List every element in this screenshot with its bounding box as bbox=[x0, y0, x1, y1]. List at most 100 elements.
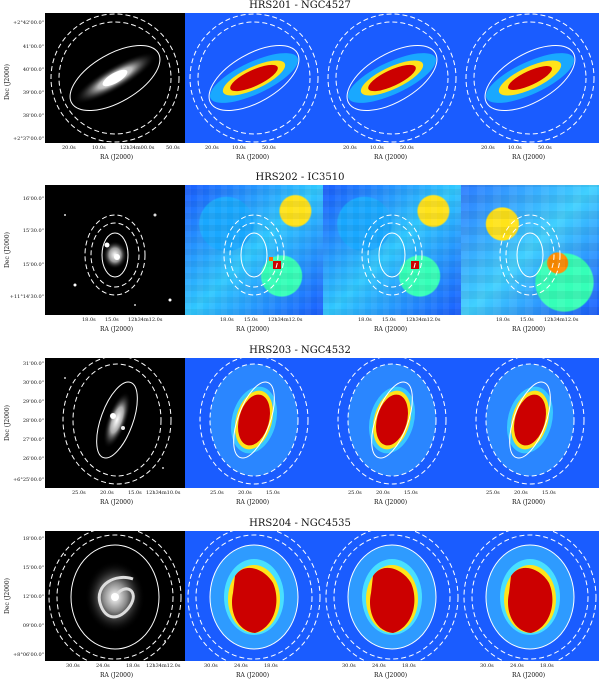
optical-image-panel bbox=[45, 531, 185, 661]
ra-tick: 20.0s bbox=[514, 490, 528, 496]
ir-map-panel bbox=[185, 185, 323, 315]
dec-tick: 15'30.0" bbox=[22, 228, 44, 234]
ra-axis-label: RA (J2000) bbox=[236, 154, 270, 161]
ra-axis-label: RA (J2000) bbox=[236, 672, 270, 679]
ra-tick: 18.0s bbox=[402, 663, 416, 669]
ir-map-panel bbox=[461, 13, 599, 143]
ra-tick: 12h34m12.0s bbox=[268, 317, 303, 323]
ir-map-panel bbox=[461, 531, 599, 661]
row-title: HRS202 - IC3510 bbox=[255, 172, 345, 183]
figure-row-2: HRS202 - IC3510 Dec (J2000) 16'00.0" 15'… bbox=[0, 172, 600, 340]
ra-tick: 50.0s bbox=[400, 145, 414, 151]
ra-tick: 12h34m12.0s bbox=[406, 317, 441, 323]
ra-tick: 50.0s bbox=[262, 145, 276, 151]
ra-tick: 30.0s bbox=[342, 663, 356, 669]
dec-tick: 40'00.0" bbox=[22, 67, 44, 73]
ra-axis-label: RA (J2000) bbox=[512, 154, 546, 161]
dec-tick: 41'00.0" bbox=[22, 44, 44, 50]
ra-tick: 12h34m12.0s bbox=[544, 317, 579, 323]
ra-tick: 50.0s bbox=[538, 145, 552, 151]
dec-tick: 18'00.0" bbox=[22, 536, 44, 542]
ir-map-panel bbox=[185, 531, 323, 661]
ra-axis-label: RA (J2000) bbox=[100, 326, 134, 333]
optical-image-panel bbox=[45, 185, 185, 315]
ra-axis-label: RA (J2000) bbox=[512, 672, 546, 679]
ra-tick: 10.0s bbox=[92, 145, 106, 151]
ra-tick: 15.0s bbox=[404, 490, 418, 496]
ra-tick: 24.0s bbox=[96, 663, 110, 669]
dec-tick: 16'00.0" bbox=[22, 196, 44, 202]
ra-tick: 25.0s bbox=[210, 490, 224, 496]
ra-tick: 18.0s bbox=[264, 663, 278, 669]
ra-tick: 18.0s bbox=[496, 317, 510, 323]
ra-tick: 12h34m12.0s bbox=[146, 663, 181, 669]
ra-tick: 20.0s bbox=[100, 490, 114, 496]
ra-tick: 24.0s bbox=[510, 663, 524, 669]
ra-axis-label: RA (J2000) bbox=[374, 154, 408, 161]
dec-tick: 15'00.0" bbox=[22, 565, 44, 571]
ra-tick: 18.0s bbox=[82, 317, 96, 323]
ra-tick: 12h34m00.0s bbox=[120, 145, 155, 151]
figure-row-1: HRS201 - NGC4527 Dec (J2000) +2°42'00.0"… bbox=[0, 0, 600, 168]
ra-tick: 20.0s bbox=[376, 490, 390, 496]
ir-map-panel bbox=[185, 358, 323, 488]
ra-tick: 20.0s bbox=[205, 145, 219, 151]
ra-axis-label: RA (J2000) bbox=[236, 499, 270, 506]
ra-tick: 20.0s bbox=[62, 145, 76, 151]
ra-tick: 15.0s bbox=[266, 490, 280, 496]
ra-tick: 10.0s bbox=[232, 145, 246, 151]
ra-tick: 10.0s bbox=[508, 145, 522, 151]
ra-tick: 15.0s bbox=[520, 317, 534, 323]
dec-tick: +8°06'00.0" bbox=[12, 652, 44, 658]
ra-tick: 12h34m10.0s bbox=[146, 490, 181, 496]
ir-map-panel bbox=[323, 185, 461, 315]
ra-axis-label: RA (J2000) bbox=[100, 499, 134, 506]
dec-tick: +2°42'00.0" bbox=[12, 20, 44, 26]
ra-axis-label: RA (J2000) bbox=[374, 499, 408, 506]
ra-tick: 15.0s bbox=[244, 317, 258, 323]
ra-tick: 10.0s bbox=[370, 145, 384, 151]
optical-image-panel bbox=[45, 13, 185, 143]
ra-tick: 30.0s bbox=[204, 663, 218, 669]
dec-tick: 27'00.0" bbox=[22, 437, 44, 443]
ra-tick: 24.0s bbox=[234, 663, 248, 669]
ra-tick: 30.0s bbox=[480, 663, 494, 669]
ir-map-panel bbox=[323, 531, 461, 661]
ra-tick: 25.0s bbox=[348, 490, 362, 496]
dec-tick: 31'00.0" bbox=[22, 361, 44, 367]
dec-tick: 29'00.0" bbox=[22, 399, 44, 405]
dec-tick: +11°14'30.0" bbox=[9, 294, 44, 300]
ra-tick: 25.0s bbox=[72, 490, 86, 496]
ra-axis-label: RA (J2000) bbox=[512, 326, 546, 333]
ra-tick: 25.0s bbox=[486, 490, 500, 496]
ra-tick: 20.0s bbox=[343, 145, 357, 151]
row-title: HRS204 - NGC4535 bbox=[249, 518, 351, 529]
ir-map-panel bbox=[185, 13, 323, 143]
dec-tick: 30'00.0" bbox=[22, 380, 44, 386]
ra-tick: 15.0s bbox=[542, 490, 556, 496]
dec-tick: 38'00.0" bbox=[22, 113, 44, 119]
dec-tick: +6°25'00.0" bbox=[12, 477, 44, 483]
dec-tick: 12'00.0" bbox=[22, 594, 44, 600]
ra-axis-label: RA (J2000) bbox=[374, 672, 408, 679]
optical-image-panel bbox=[45, 358, 185, 488]
dec-tick: +2°37'00.0" bbox=[12, 136, 44, 142]
ra-axis-label: RA (J2000) bbox=[100, 672, 134, 679]
row-title: HRS201 - NGC4527 bbox=[249, 0, 351, 11]
ir-map-panel bbox=[461, 185, 599, 315]
figure-row-3: HRS203 - NGC4532 Dec (J2000) 31'00.0" 30… bbox=[0, 345, 600, 513]
dec-tick: 26'00.0" bbox=[22, 456, 44, 462]
dec-tick: 15'00.0" bbox=[22, 262, 44, 268]
ra-tick: 24.0s bbox=[372, 663, 386, 669]
ra-tick: 15.0s bbox=[128, 490, 142, 496]
ra-axis-label: RA (J2000) bbox=[100, 154, 134, 161]
ra-tick: 18.0s bbox=[220, 317, 234, 323]
ra-tick: 18.0s bbox=[126, 663, 140, 669]
ra-tick: 30.0s bbox=[66, 663, 80, 669]
figure-row-4: HRS204 - NGC4535 Dec (J2000) 18'00.0" 15… bbox=[0, 518, 600, 685]
ra-tick: 20.0s bbox=[481, 145, 495, 151]
ra-tick: 50.0s bbox=[166, 145, 180, 151]
ra-tick: 20.0s bbox=[238, 490, 252, 496]
dec-tick: 39'00.0" bbox=[22, 90, 44, 96]
ra-axis-label: RA (J2000) bbox=[236, 326, 270, 333]
